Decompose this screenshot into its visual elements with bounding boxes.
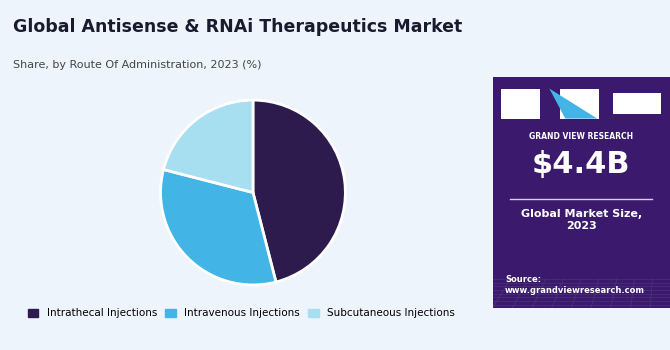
Legend: Intrathecal Injections, Intravenous Injections, Subcutaneous Injections: Intrathecal Injections, Intravenous Inje…	[25, 305, 458, 321]
Text: GRAND VIEW RESEARCH: GRAND VIEW RESEARCH	[529, 132, 633, 141]
Wedge shape	[253, 100, 345, 282]
FancyBboxPatch shape	[492, 77, 670, 308]
Wedge shape	[163, 100, 253, 192]
Bar	[613, 93, 661, 114]
Text: Global Antisense & RNAi Therapeutics Market: Global Antisense & RNAi Therapeutics Mar…	[13, 18, 463, 35]
Text: Global Market Size,
2023: Global Market Size, 2023	[521, 209, 642, 231]
Bar	[501, 89, 541, 119]
Text: $4.4B: $4.4B	[532, 150, 630, 179]
Wedge shape	[161, 169, 276, 285]
Polygon shape	[549, 89, 597, 119]
Bar	[560, 89, 599, 119]
Text: Share, by Route Of Administration, 2023 (%): Share, by Route Of Administration, 2023 …	[13, 60, 262, 70]
Text: Source:
www.grandviewresearch.com: Source: www.grandviewresearch.com	[505, 275, 645, 295]
